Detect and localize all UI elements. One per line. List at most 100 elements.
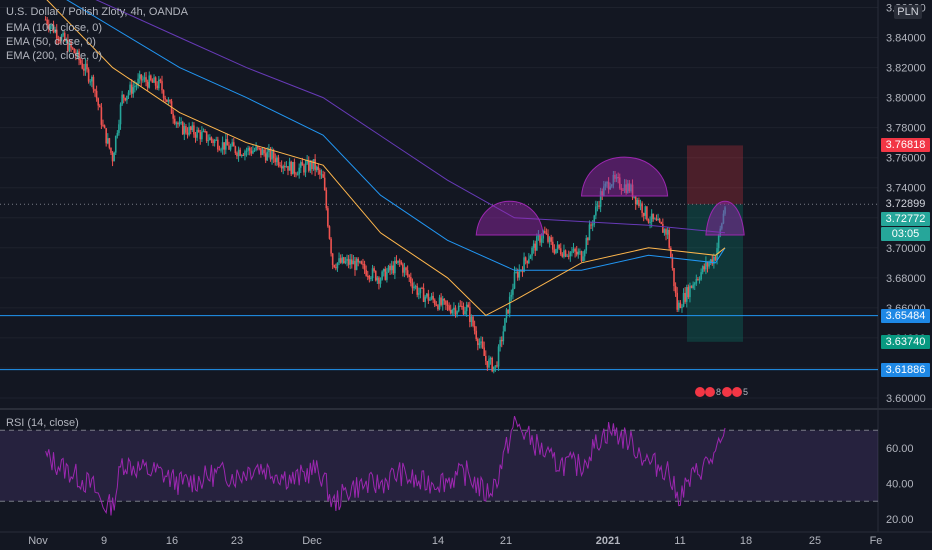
- candle-body: [55, 29, 58, 39]
- candle-body: [572, 248, 575, 252]
- candle-body: [585, 238, 588, 251]
- candle-body: [247, 147, 249, 151]
- candle-body: [239, 149, 241, 156]
- candle-body: [221, 142, 224, 150]
- candle-body: [151, 80, 154, 83]
- candle-body: [558, 244, 560, 249]
- rsi-tick-label: 40.00: [886, 479, 914, 491]
- candle-body: [145, 77, 147, 82]
- candle-body: [210, 137, 213, 141]
- candle-body: [623, 184, 626, 191]
- candle-body: [360, 261, 363, 264]
- candle-body: [397, 260, 399, 263]
- time-tick-label: 9: [101, 535, 107, 547]
- candle-body: [253, 150, 256, 152]
- candle-body: [569, 252, 572, 257]
- time-tick-label: 16: [166, 535, 178, 547]
- candle-body: [188, 126, 190, 135]
- candle-body: [387, 265, 390, 272]
- candle-body: [413, 286, 415, 289]
- candle-body: [639, 203, 642, 207]
- candle-body: [609, 186, 611, 190]
- candle-body: [315, 166, 318, 171]
- candle-body: [575, 251, 578, 255]
- rsi-legend[interactable]: RSI (14, close): [6, 417, 79, 429]
- ema-100-legend[interactable]: EMA (100, close, 0): [6, 22, 102, 34]
- candle-body: [692, 284, 694, 288]
- candle-body: [528, 258, 530, 264]
- candle-body: [352, 260, 355, 265]
- candle-body: [252, 150, 254, 154]
- candle-body: [564, 250, 567, 257]
- candle-body: [663, 229, 666, 233]
- candle-body: [492, 366, 495, 372]
- candle-body: [491, 357, 493, 372]
- candle-body: [351, 259, 353, 265]
- candle-body: [63, 33, 66, 41]
- candle-body: [301, 162, 304, 166]
- candle-body: [561, 254, 564, 257]
- candle-body: [116, 132, 119, 136]
- candle-body: [209, 137, 211, 141]
- candle-body: [193, 125, 195, 135]
- candle-body: [57, 38, 60, 40]
- candle-body: [408, 275, 411, 277]
- candle-body: [411, 283, 414, 289]
- candle-body: [523, 257, 525, 272]
- ema-50-legend[interactable]: EMA (50, close, 0): [6, 36, 96, 48]
- candle-body: [636, 200, 639, 204]
- candle-body: [638, 200, 640, 207]
- economic-event-flag: [705, 387, 715, 397]
- time-tick-label: Dec: [302, 535, 322, 547]
- candle-body: [414, 286, 417, 288]
- candle-body: [370, 277, 372, 279]
- candle-body: [331, 253, 334, 265]
- candle-body: [381, 271, 383, 280]
- candle-body: [615, 176, 618, 179]
- candle-body: [494, 365, 497, 367]
- candle-body: [51, 24, 53, 27]
- candle-body: [502, 331, 505, 342]
- candle-body: [288, 161, 291, 171]
- candle-body: [280, 166, 283, 169]
- candle-body: [484, 355, 487, 361]
- candle-body: [277, 157, 280, 166]
- candle-body: [135, 85, 138, 87]
- candle-body: [368, 276, 371, 279]
- candle-body: [150, 75, 152, 81]
- candle-body: [435, 304, 438, 306]
- candle-body: [333, 264, 336, 268]
- candle-body: [197, 129, 200, 133]
- candle-body: [284, 166, 286, 168]
- candle-body: [91, 76, 93, 82]
- candle-body: [130, 84, 133, 94]
- candle-body: [440, 297, 442, 305]
- candle-body: [205, 131, 208, 141]
- candle-body: [445, 300, 447, 305]
- candle-body: [185, 126, 187, 133]
- candle-body: [49, 26, 52, 29]
- candle-body: [545, 233, 548, 235]
- candle-body: [701, 266, 704, 273]
- candle-body: [416, 286, 419, 295]
- ema-200-legend[interactable]: EMA (200, close, 0): [6, 50, 102, 62]
- ema-100-line: [66, 0, 726, 271]
- candle-body: [167, 99, 170, 102]
- candle-body: [285, 166, 288, 168]
- candle-body: [62, 33, 64, 36]
- candle-body: [483, 347, 485, 356]
- bar-countdown-label: 03:05: [881, 227, 930, 242]
- candle-body: [291, 161, 294, 175]
- candle-body: [59, 39, 61, 41]
- candle-body: [296, 174, 299, 176]
- candle-body: [290, 161, 292, 175]
- candle-body: [186, 132, 189, 135]
- price-tick-label: 3.60000: [886, 393, 926, 405]
- rsi-tick-label: 20.00: [886, 514, 914, 526]
- candle-body: [119, 104, 122, 125]
- candle-body: [328, 226, 331, 239]
- candle-body: [443, 298, 446, 301]
- left-shoulder: [475, 200, 544, 236]
